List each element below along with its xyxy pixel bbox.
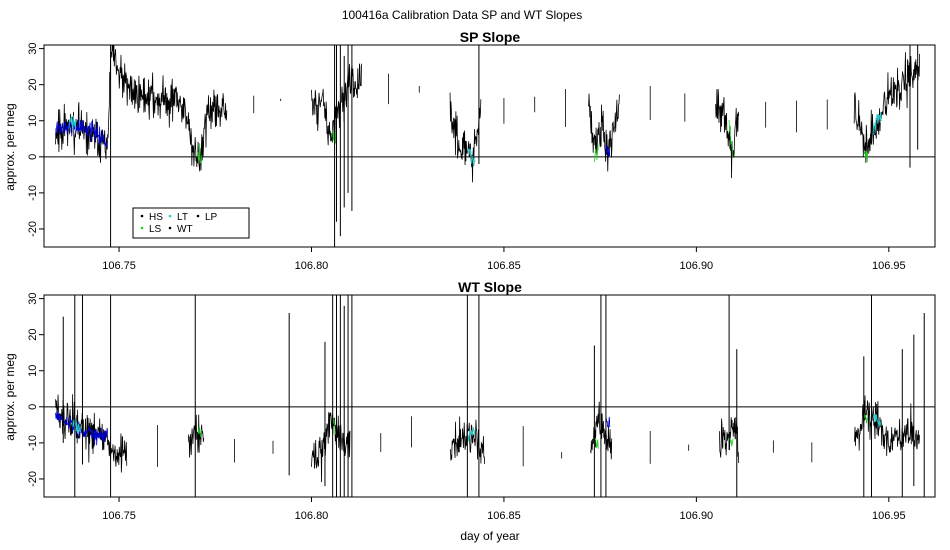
sp-slope-frame bbox=[43, 44, 936, 248]
x-tick-label: 106.75 bbox=[102, 510, 136, 522]
y-tick-label: 30 bbox=[27, 42, 39, 54]
wt-slope-y-axis: -20 -10 0 10 20 30 bbox=[27, 292, 44, 487]
series-line-wt bbox=[853, 52, 920, 163]
series-line-ls bbox=[728, 119, 734, 158]
series-line-wt bbox=[55, 44, 228, 172]
sp-slope-title: SP Slope bbox=[460, 29, 521, 45]
series-line-hs bbox=[605, 144, 611, 157]
series-line-lt bbox=[466, 147, 476, 167]
series-line-wt bbox=[588, 93, 620, 172]
wt-slope-title: WT Slope bbox=[458, 279, 522, 295]
series-line-lt bbox=[466, 426, 476, 443]
series-line-lt bbox=[72, 417, 81, 434]
series-line-lt bbox=[873, 413, 882, 427]
y-tick-label: -10 bbox=[27, 185, 39, 201]
wt-slope-panel: WT Slope approx. per meg -20 -10 0 10 20 30 1… bbox=[3, 279, 936, 543]
sp-slope-y-axis: -20 -10 0 10 20 30 bbox=[27, 42, 44, 237]
chart-legend: HS LT LP LS WT bbox=[132, 207, 250, 239]
series-line-ls bbox=[197, 143, 203, 164]
series-line-ls bbox=[332, 413, 337, 436]
legend-marker-lt bbox=[168, 214, 172, 218]
series-line-wt bbox=[715, 88, 740, 179]
x-tick-label: 106.95 bbox=[872, 510, 906, 522]
y-tick-label: -20 bbox=[27, 221, 39, 237]
sp-slope-panel: SP Slope approx. per meg -20 -10 0 10 20 30 1… bbox=[3, 29, 936, 272]
x-tick-label: 106.80 bbox=[295, 260, 329, 272]
series-line-hs bbox=[55, 118, 108, 149]
legend-marker-ls bbox=[140, 226, 144, 230]
x-tick-label: 106.90 bbox=[680, 260, 714, 272]
wt-slope-plot-area bbox=[44, 295, 935, 497]
x-tick-label: 106.95 bbox=[872, 260, 906, 272]
y-tick-label: 10 bbox=[27, 115, 39, 127]
y-tick-label: -20 bbox=[27, 471, 39, 487]
y-tick-label: 20 bbox=[27, 79, 39, 91]
series-line-lt bbox=[873, 112, 882, 135]
series-line-wt bbox=[187, 414, 205, 458]
figure-title: 100416a Calibration Data SP and WT Slope… bbox=[342, 8, 582, 22]
wt-slope-frame bbox=[43, 294, 936, 498]
legend-label-lt: LT bbox=[177, 212, 188, 223]
series-line-wt bbox=[853, 395, 920, 456]
series-line-hs bbox=[605, 416, 611, 428]
series-line-ls bbox=[197, 426, 203, 438]
legend-label-lp: LP bbox=[205, 212, 218, 223]
series-line-wt bbox=[55, 394, 128, 473]
x-tick-label: 106.85 bbox=[487, 510, 521, 522]
x-tick-label: 106.90 bbox=[680, 510, 714, 522]
series-line-ls bbox=[594, 436, 599, 449]
wt-slope-x-axis: 106.75 106.80 106.85 106.90 106.95 bbox=[102, 497, 906, 522]
legend-label-wt: WT bbox=[177, 224, 193, 235]
sp-slope-plot-area bbox=[44, 44, 935, 247]
y-tick-label: 30 bbox=[27, 292, 39, 304]
series-line-wt bbox=[449, 92, 482, 183]
x-tick-label: 106.85 bbox=[487, 260, 521, 272]
wt-slope-ylabel: approx. per meg bbox=[3, 353, 17, 440]
series-line-ls bbox=[728, 432, 734, 447]
series-line-ls bbox=[863, 150, 869, 163]
series-line-wt bbox=[311, 412, 351, 483]
series-line-hs bbox=[55, 410, 108, 446]
wt-slope-xlabel: day of year bbox=[460, 529, 519, 543]
y-tick-label: -10 bbox=[27, 435, 39, 451]
y-tick-label: 20 bbox=[27, 329, 39, 341]
legend-marker-hs bbox=[140, 214, 144, 218]
sp-slope-x-axis: 106.75 106.80 106.85 106.90 106.95 bbox=[102, 247, 906, 272]
y-tick-label: 0 bbox=[27, 404, 39, 410]
y-tick-label: 0 bbox=[27, 154, 39, 160]
legend-marker-lp bbox=[196, 214, 200, 218]
series-line-ls bbox=[593, 142, 599, 162]
series-line-lt bbox=[68, 115, 77, 131]
y-tick-label: 10 bbox=[27, 365, 39, 377]
legend-box bbox=[132, 207, 250, 239]
series-line-ls bbox=[863, 412, 869, 424]
sp-slope-ylabel: approx. per meg bbox=[3, 103, 17, 190]
x-tick-label: 106.80 bbox=[295, 510, 329, 522]
x-tick-label: 106.75 bbox=[102, 260, 136, 272]
legend-label-ls: LS bbox=[149, 224, 162, 235]
legend-marker-wt bbox=[168, 226, 172, 230]
legend-label-hs: HS bbox=[149, 212, 163, 223]
